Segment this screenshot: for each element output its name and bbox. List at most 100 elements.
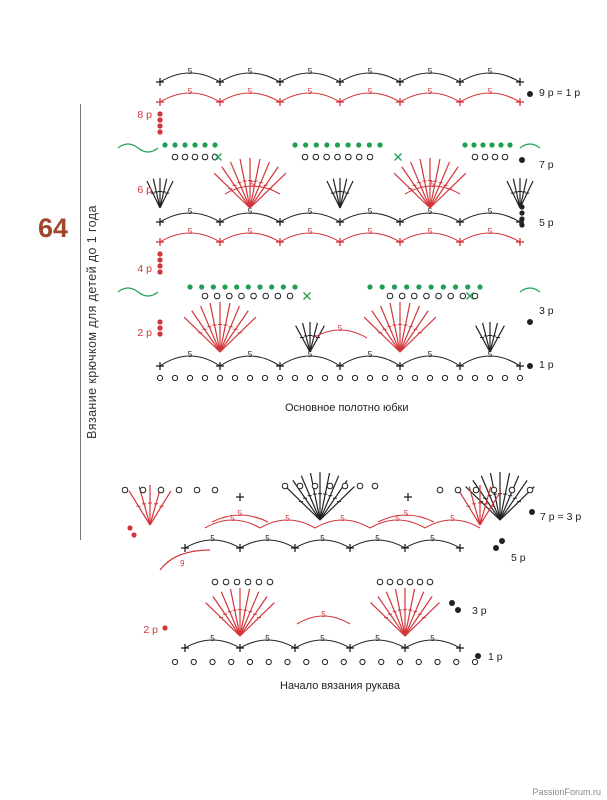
picot [181, 153, 189, 161]
chain-arch [159, 72, 221, 83]
picot [162, 142, 168, 148]
row-turn-marker [131, 532, 137, 538]
chain-arch [259, 519, 316, 529]
row-turn-marker [157, 251, 163, 257]
arch-count: 5 [375, 634, 380, 643]
chain-arch [279, 212, 341, 223]
row-turn-marker [157, 111, 163, 117]
arch-count: 5 [320, 534, 325, 543]
row-turn-marker [162, 625, 168, 631]
arch-count: 5 [308, 350, 313, 359]
double-crochet [389, 302, 401, 353]
double-crochet [205, 602, 241, 637]
double-crochet [239, 158, 251, 209]
double-crochet [301, 322, 311, 353]
arch-count: 5 [428, 87, 433, 96]
double-crochet [183, 316, 221, 353]
chain-stitch [456, 374, 464, 382]
chain-stitch [411, 374, 419, 382]
arch-count: 5 [188, 350, 193, 359]
chain-arch [399, 72, 461, 83]
double-crochet [399, 310, 429, 353]
row-turn-marker [519, 157, 525, 163]
picot [426, 578, 434, 586]
double-crochet [401, 166, 431, 209]
chain-arch [159, 92, 221, 103]
picot [238, 292, 245, 300]
chain-stitch [471, 658, 479, 666]
chain-stitch [284, 658, 291, 666]
picot [201, 153, 209, 161]
chain-arch [219, 355, 281, 367]
chain-stitch [291, 374, 299, 382]
picot [191, 153, 199, 161]
picot [225, 292, 233, 300]
picot [507, 142, 513, 148]
chain-stitch [231, 374, 239, 382]
double-crochet [404, 588, 416, 637]
chain-arch [399, 92, 461, 103]
picot [266, 578, 274, 586]
row-label: 5 р [539, 217, 554, 229]
row-turn-marker [157, 269, 163, 275]
chain-stitch [359, 658, 366, 666]
arch-count: 5 [450, 514, 455, 523]
double-crochet [479, 486, 492, 526]
row-label: 1 р [539, 359, 554, 371]
double-crochet [481, 322, 491, 353]
chain-arch [279, 232, 341, 243]
double-crochet [146, 180, 161, 209]
row-turn-marker [455, 607, 461, 613]
chain-arch [459, 232, 521, 243]
chain-stitch [321, 374, 329, 382]
green-wave [519, 287, 541, 293]
chain-arch [339, 92, 401, 103]
double-crochet [219, 305, 241, 353]
picot [345, 142, 351, 148]
picot [404, 284, 410, 290]
double-crochet [229, 161, 251, 209]
arch-count: 5 [430, 534, 435, 543]
picot [211, 578, 219, 586]
chain-arch [339, 72, 401, 83]
chain-stitch [378, 658, 385, 666]
chain-arch [239, 539, 296, 549]
chain-stitch [246, 658, 254, 666]
double-crochet [468, 486, 481, 526]
picot [280, 284, 286, 290]
picot [334, 153, 341, 161]
picot [313, 142, 319, 148]
picot [341, 482, 349, 490]
row-turn-marker [475, 653, 481, 659]
double-crochet [489, 322, 499, 353]
page-number: 64 [38, 213, 69, 243]
picot [323, 153, 330, 161]
double-crochet [339, 180, 354, 209]
chain-arch [399, 355, 461, 367]
double-crochet [221, 166, 251, 209]
chain-arch [279, 355, 341, 367]
chain-arch [459, 212, 521, 223]
picot [366, 142, 372, 148]
picot [391, 284, 398, 290]
arch-count: 5 [265, 634, 270, 643]
chain-arch [459, 72, 521, 83]
arch-count: 5 [395, 514, 400, 523]
double-crochet [239, 602, 275, 637]
arch-count: 5 [248, 67, 253, 76]
chain-arch [204, 519, 261, 529]
chain-arch [314, 519, 371, 529]
arch-count: 5 [340, 514, 345, 523]
chain-arch [369, 519, 426, 529]
picot [303, 142, 309, 148]
double-crochet [394, 588, 406, 637]
picot [459, 292, 467, 300]
picot [139, 486, 147, 494]
skirt-diagram-caption: Основное полотно юбки [285, 402, 409, 414]
double-crochet [506, 180, 521, 209]
row-label: 8 р [137, 109, 152, 121]
double-crochet [475, 325, 491, 353]
chain-stitch [340, 658, 347, 666]
chain-stitch [351, 374, 359, 382]
